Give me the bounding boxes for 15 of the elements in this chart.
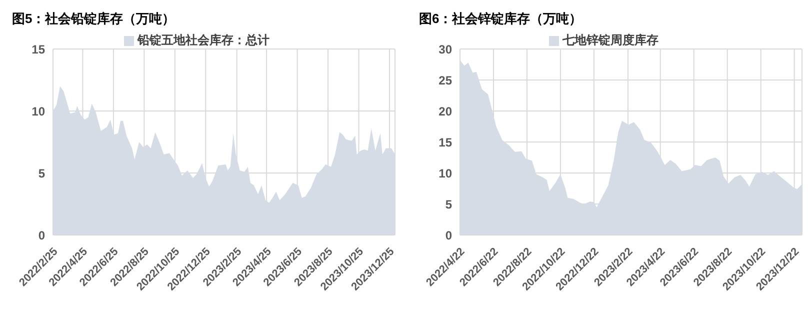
chart-title: 图6：社会锌锭库存（万吨）	[418, 10, 584, 28]
y-tick-label: 15	[32, 42, 46, 56]
chart-title: 图5：社会铅锭库存（万吨）	[11, 10, 176, 28]
y-tick-label: 10	[438, 166, 452, 180]
y-tick-label: 30	[438, 42, 452, 56]
y-tick-label: 25	[438, 73, 452, 88]
y-tick-label: 10	[32, 104, 46, 118]
y-tick-label: 20	[438, 104, 452, 118]
y-tick-label: 5	[445, 197, 452, 212]
y-tick-label: 0	[38, 228, 46, 242]
y-tick-label: 5	[38, 166, 46, 180]
legend-label: 七地锌锭周度库存	[562, 33, 658, 47]
legend-label: 铅锭五地社会库存：总计	[138, 33, 270, 47]
y-tick-label: 15	[438, 135, 452, 150]
y-tick-label: 0	[445, 228, 452, 242]
